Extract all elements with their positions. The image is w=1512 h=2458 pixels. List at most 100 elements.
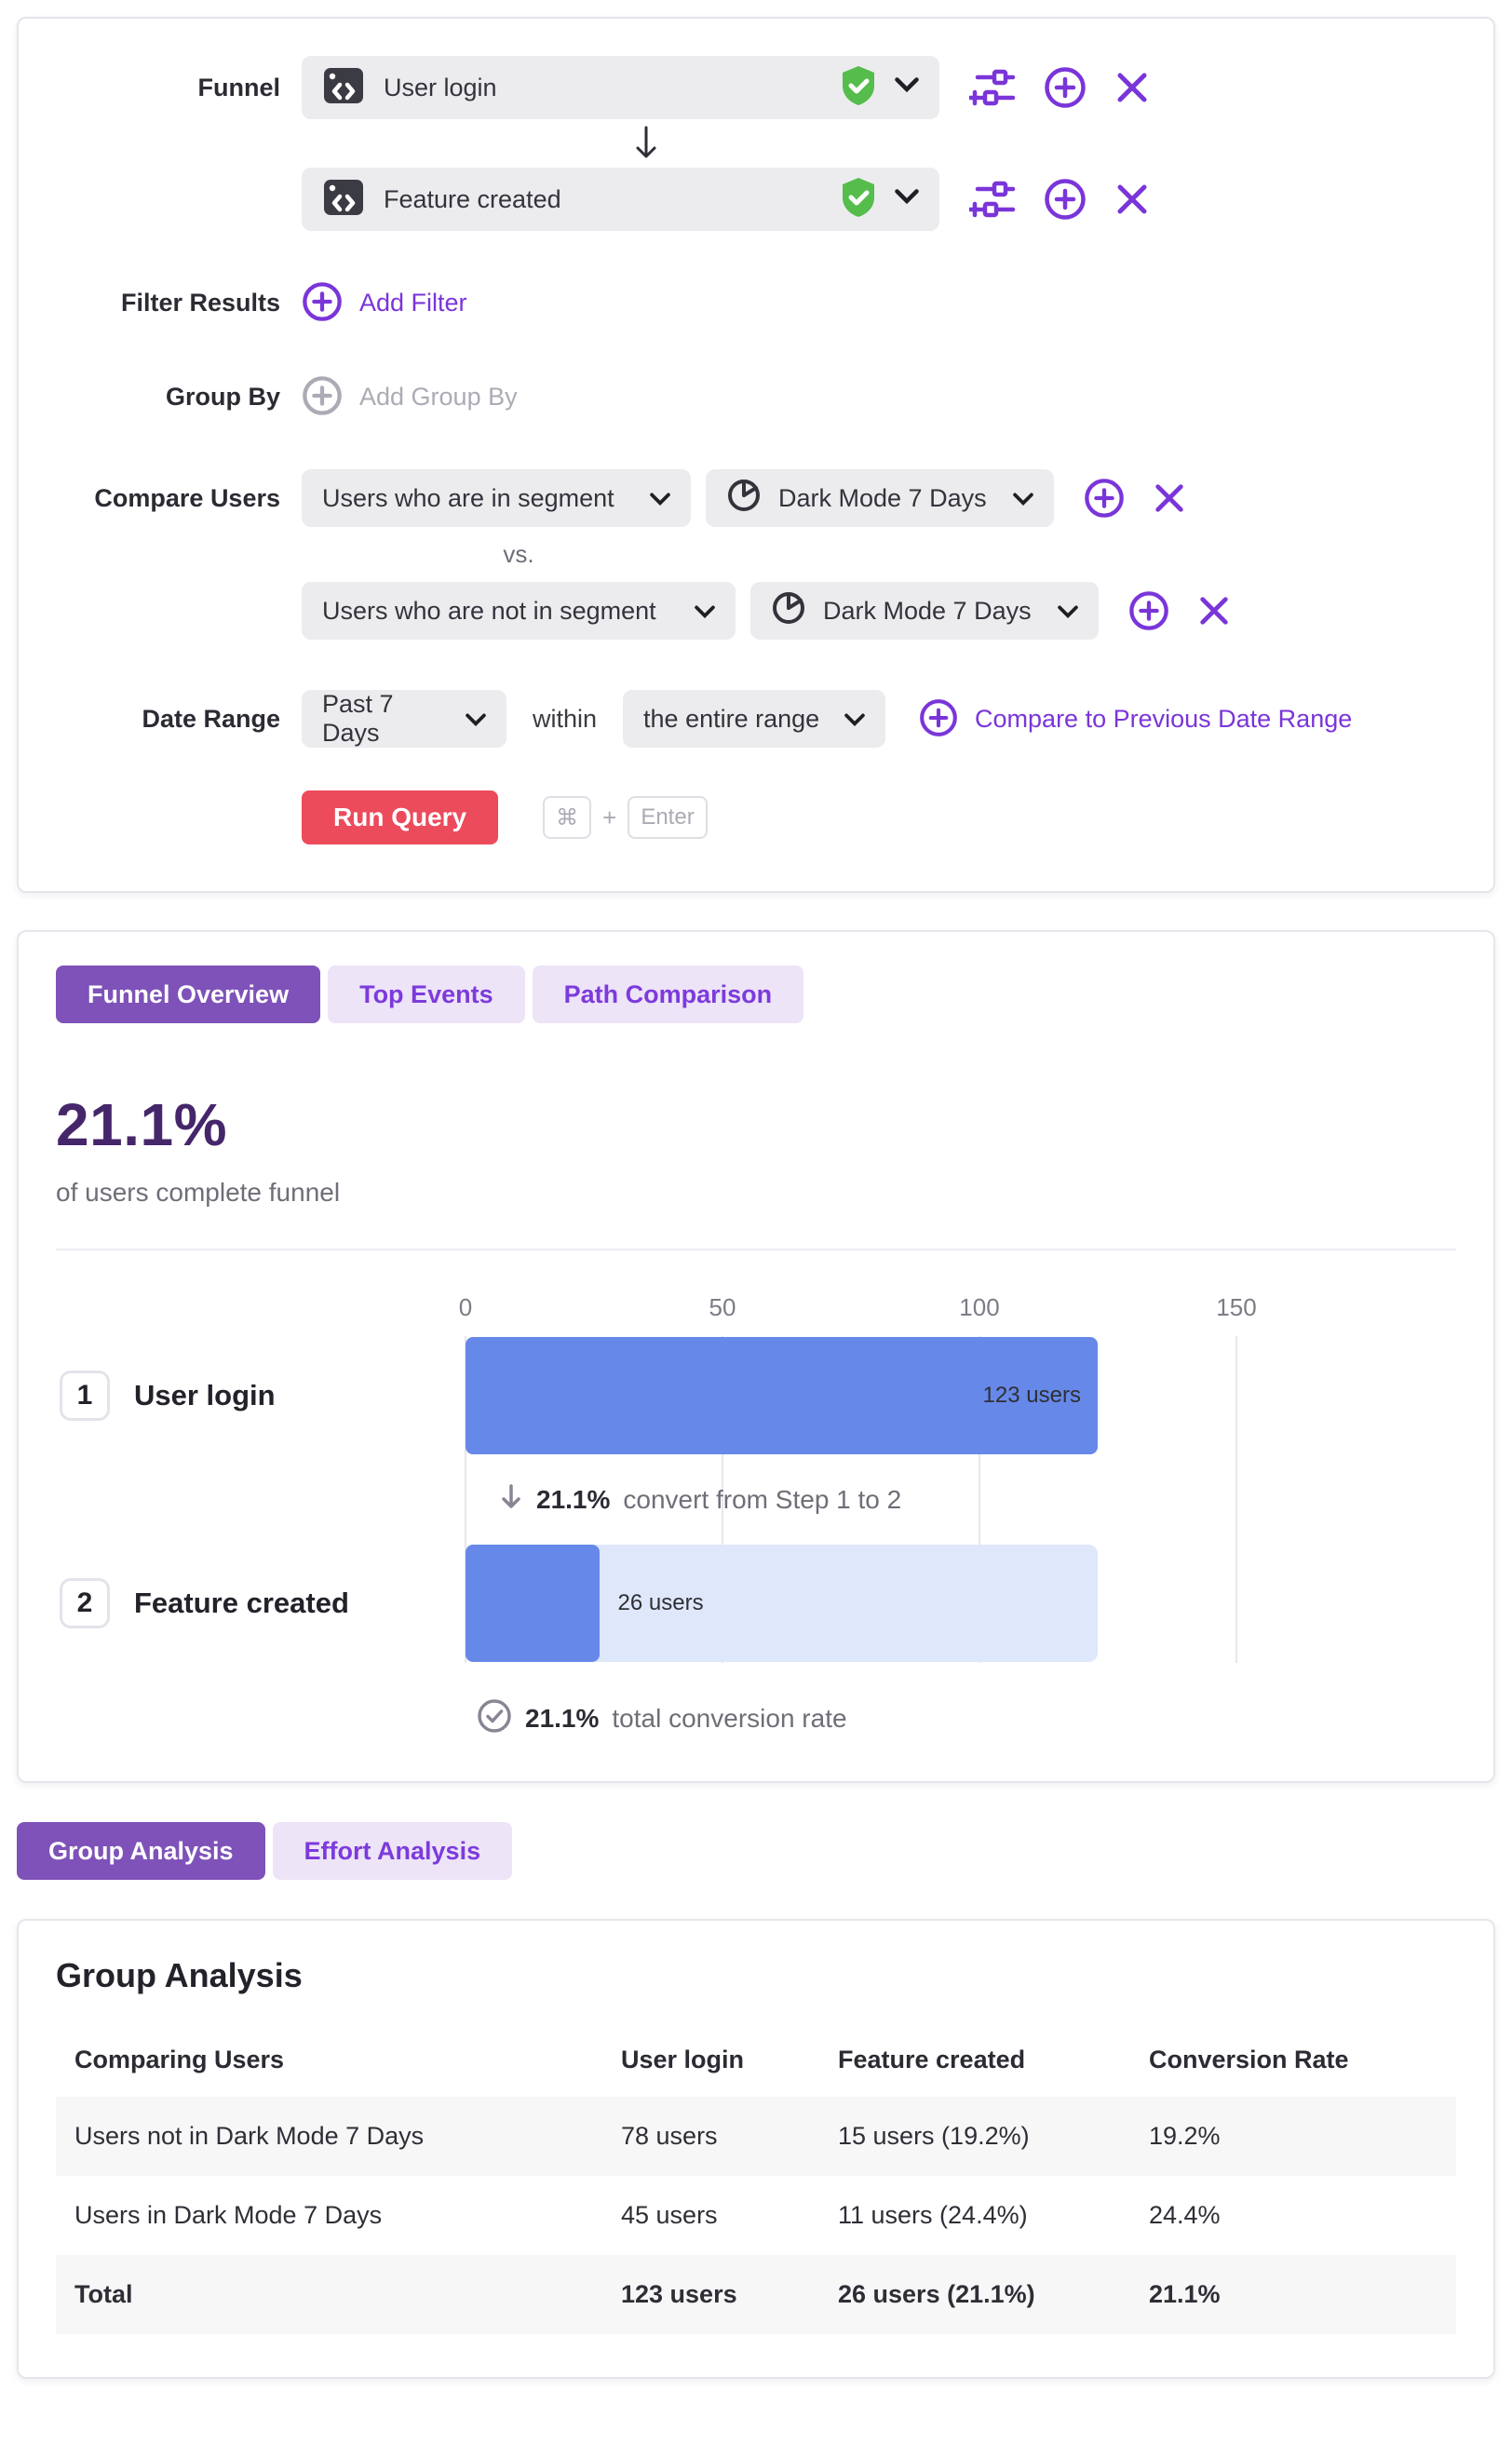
table-row: Users not in Dark Mode 7 Days 78 users 1… xyxy=(56,2097,1456,2176)
step2-track[interactable]: 26 users xyxy=(466,1545,1098,1662)
add-comparison-icon[interactable] xyxy=(1128,590,1169,631)
event-select-step-1[interactable]: User login xyxy=(302,56,939,119)
remove-step-icon[interactable] xyxy=(1114,182,1150,217)
compare-previous-date-range-link[interactable]: Compare to Previous Date Range xyxy=(919,698,1352,740)
table-row: Users in Dark Mode 7 Days 45 users 11 us… xyxy=(56,2176,1456,2255)
run-query-button[interactable]: Run Query xyxy=(302,790,499,844)
chart-gridlines xyxy=(465,1336,1237,1663)
add-filter-label: Add Filter xyxy=(359,289,467,317)
chevron-down-icon xyxy=(844,705,865,734)
keyboard-shortcut: ⌘ + Enter xyxy=(543,796,708,839)
tab-group-analysis[interactable]: Group Analysis xyxy=(17,1822,265,1880)
run-query-row: Run Query ⌘ + Enter xyxy=(56,790,1456,844)
segment-selector-dropdown[interactable]: Users who are not in segment xyxy=(302,582,736,640)
segment-selector-value: Users who are not in segment xyxy=(322,596,656,625)
segment-selector-dropdown[interactable]: Users who are in segment xyxy=(302,469,691,527)
segment-value: Dark Mode 7 Days xyxy=(778,483,987,512)
event-icon xyxy=(322,64,365,112)
compare-users-label: Compare Users xyxy=(94,483,280,512)
step-filter-icon[interactable] xyxy=(969,64,1016,111)
filter-results-label: Filter Results xyxy=(120,289,280,317)
cell-comparing-users: Total xyxy=(74,2280,133,2308)
down-arrow-icon xyxy=(302,122,939,165)
chevron-down-icon xyxy=(466,705,486,734)
event-select-step-2[interactable]: Feature created xyxy=(302,168,939,231)
tab-funnel-overview[interactable]: Funnel Overview xyxy=(56,966,321,1023)
date-range-row: Date Range Past 7 Days within the entire… xyxy=(56,690,1456,748)
total-conversion-value: 21.1% xyxy=(525,1703,600,1733)
filter-results-row: Filter Results Add Filter xyxy=(56,281,1456,325)
cell-user-login: 45 users xyxy=(621,2201,718,2229)
chevron-down-icon xyxy=(895,77,919,98)
total-conversion-row: 21.1% total conversion rate xyxy=(477,1698,1456,1738)
axis-tick-label: 100 xyxy=(959,1293,1000,1321)
column-header-comparing-users: Comparing Users xyxy=(74,2046,285,2073)
funnel-results-card: Funnel Overview Top Events Path Comparis… xyxy=(17,930,1495,1783)
step1-users-label: 123 users xyxy=(982,1383,1081,1408)
verified-shield-icon xyxy=(841,177,876,223)
column-header-feature-created: Feature created xyxy=(838,2046,1026,2073)
vs-row: vs. xyxy=(56,540,1456,569)
compare-users-row-1: Compare Users Users who are in segment D… xyxy=(56,469,1456,527)
cell-conversion-rate: 19.2% xyxy=(1149,2122,1221,2150)
group-analysis-card: Group Analysis Comparing Users User logi… xyxy=(17,1919,1495,2379)
vs-label: vs. xyxy=(503,540,534,568)
cmd-keycap: ⌘ xyxy=(543,796,592,839)
add-step-icon[interactable] xyxy=(1044,66,1087,109)
cell-comparing-users: Users not in Dark Mode 7 Days xyxy=(74,2122,425,2150)
step-conversion-value: 21.1% xyxy=(536,1484,611,1514)
compare-users-row-2: Users who are not in segment Dark Mode 7… xyxy=(56,582,1456,640)
add-step-icon[interactable] xyxy=(1044,178,1087,221)
tab-path-comparison[interactable]: Path Comparison xyxy=(532,966,804,1023)
column-header-user-login: User login xyxy=(621,2046,745,2073)
gridline xyxy=(721,1336,723,1663)
step-1-actions xyxy=(969,64,1150,111)
chevron-down-icon xyxy=(1058,597,1078,626)
cell-conversion-rate: 24.4% xyxy=(1149,2201,1221,2229)
add-filter-button[interactable]: Add Filter xyxy=(302,281,467,325)
step-conversion-row: 21.1% convert from Step 1 to 2 xyxy=(56,1455,1456,1544)
tab-effort-analysis[interactable]: Effort Analysis xyxy=(272,1822,513,1880)
plus-circle-icon xyxy=(919,698,958,740)
tab-top-events[interactable]: Top Events xyxy=(328,966,525,1023)
remove-comparison-icon[interactable] xyxy=(1197,594,1231,628)
funnel-step-row-2: Feature created xyxy=(56,168,1456,231)
funnel-step-2-chart-row: 2 Feature created 26 users xyxy=(56,1544,1456,1663)
date-range-dropdown[interactable]: Past 7 Days xyxy=(302,690,506,748)
funnel-step-row-1: Funnel User login xyxy=(56,56,1456,119)
remove-step-icon[interactable] xyxy=(1114,70,1150,105)
step-conversion-text: convert from Step 1 to 2 xyxy=(623,1484,902,1514)
cell-feature-created: 26 users (21.1%) xyxy=(838,2280,1035,2308)
segment-dropdown[interactable]: Dark Mode 7 Days xyxy=(706,469,1054,527)
chevron-down-icon xyxy=(650,484,670,513)
gridline xyxy=(465,1336,466,1663)
cell-user-login: 123 users xyxy=(621,2280,737,2308)
table-total-row: Total 123 users 26 users (21.1%) 21.1% xyxy=(56,2255,1456,2334)
step2-users-label: 26 users xyxy=(617,1590,704,1615)
add-group-by-button[interactable]: Add Group By xyxy=(302,375,518,419)
remove-comparison-icon[interactable] xyxy=(1153,481,1186,515)
step-number-badge: 2 xyxy=(60,1578,110,1628)
funnel-label: Funnel xyxy=(197,73,281,101)
date-range-value: Past 7 Days xyxy=(322,690,394,747)
step-label: User login xyxy=(134,1379,276,1411)
shortcut-plus: + xyxy=(602,803,617,831)
step2-bar[interactable] xyxy=(466,1545,600,1662)
step-number-badge: 1 xyxy=(60,1371,110,1421)
step-label: Feature created xyxy=(134,1587,349,1619)
add-comparison-icon[interactable] xyxy=(1084,478,1125,519)
step-filter-icon[interactable] xyxy=(969,176,1016,223)
segment-dropdown[interactable]: Dark Mode 7 Days xyxy=(750,582,1099,640)
event-name: User login xyxy=(384,73,497,101)
segment-selector-value: Users who are in segment xyxy=(322,483,614,512)
axis-tick-label: 0 xyxy=(458,1293,473,1321)
group-by-row: Group By Add Group By xyxy=(56,375,1456,419)
cell-comparing-users: Users in Dark Mode 7 Days xyxy=(74,2201,383,2229)
group-by-label: Group By xyxy=(165,383,280,411)
funnel-chart: 0 50 100 150 1 User login 123 users 21.1% c… xyxy=(56,1293,1456,1663)
axis-tick-label: 50 xyxy=(709,1293,736,1321)
check-circle-icon xyxy=(477,1698,512,1738)
chart-axis-row: 0 50 100 150 xyxy=(56,1293,1456,1336)
step1-bar[interactable]: 123 users xyxy=(466,1337,1098,1454)
within-range-dropdown[interactable]: the entire range xyxy=(623,690,886,748)
